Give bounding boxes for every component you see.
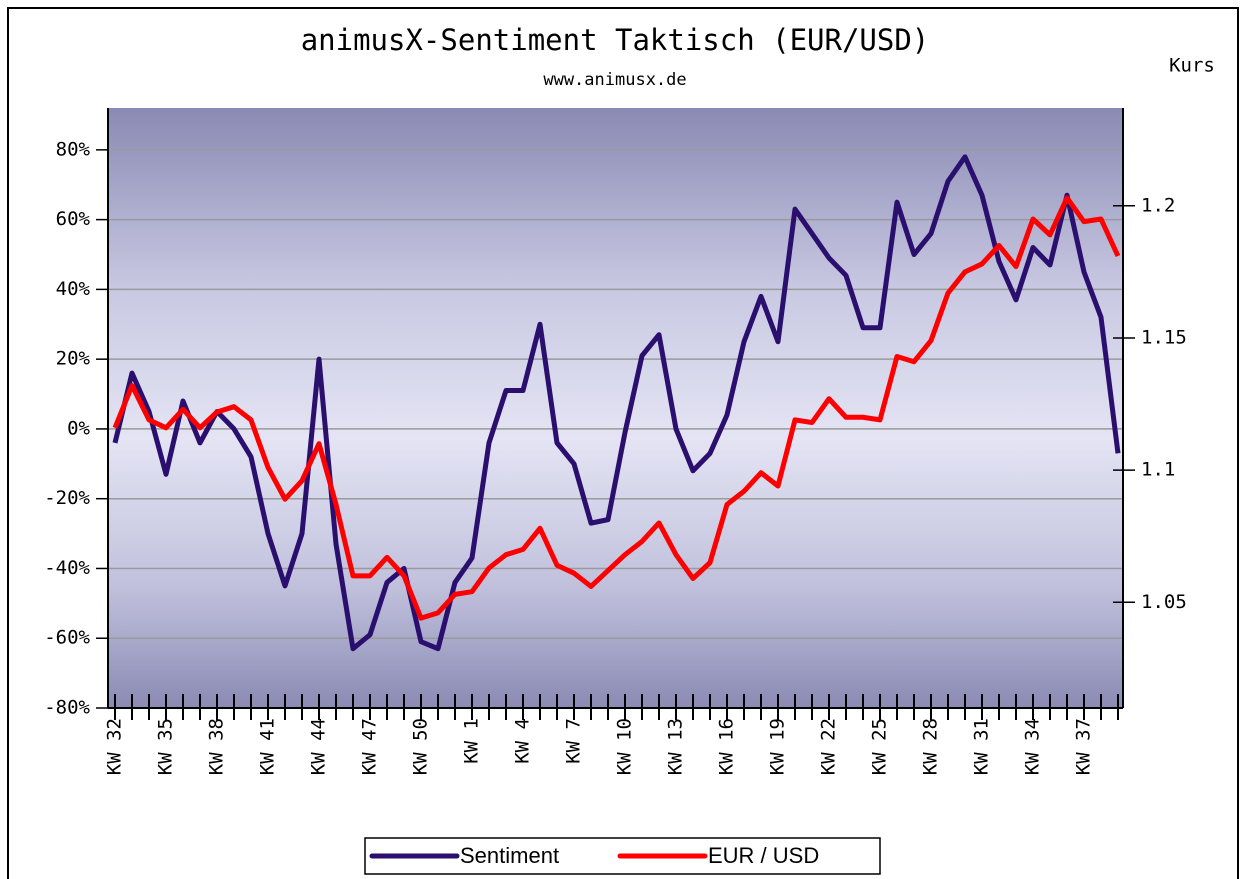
x-tick-label: KW 50 bbox=[410, 718, 432, 775]
x-tick-label: KW 38 bbox=[206, 718, 228, 775]
x-tick-label: KW 35 bbox=[155, 718, 177, 775]
x-tick-label: KW 22 bbox=[818, 718, 840, 775]
series-line bbox=[112, 195, 1121, 621]
y2-tick-label: 1.1 bbox=[1141, 459, 1175, 481]
plot-area bbox=[108, 108, 1123, 708]
x-tick-label: KW 7 bbox=[563, 718, 585, 764]
chart-subtitle: www.animusx.de bbox=[543, 70, 686, 90]
x-tick-label: KW 13 bbox=[665, 718, 687, 775]
chart-title: animusX-Sentiment Taktisch (EUR/USD) bbox=[301, 23, 930, 57]
y2-tick-label: 1.15 bbox=[1141, 326, 1187, 348]
y-tick-label: 0% bbox=[67, 417, 90, 439]
x-tick-label: KW 19 bbox=[767, 718, 789, 775]
y-tick-label: -80% bbox=[44, 697, 90, 719]
x-tick-label: KW 32 bbox=[104, 718, 126, 775]
y-tick-label: 20% bbox=[56, 348, 91, 370]
x-tick-label: KW 34 bbox=[1022, 718, 1044, 775]
y2-tick-label: 1.05 bbox=[1141, 591, 1187, 613]
x-tick-label: KW 37 bbox=[1073, 718, 1095, 775]
x-tick-label: KW 28 bbox=[920, 718, 942, 775]
y2-axis-label: Kurs bbox=[1169, 55, 1215, 77]
legend-label: Sentiment bbox=[460, 843, 559, 868]
x-tick-label: KW 16 bbox=[716, 718, 738, 775]
y2-tick-label: 1.2 bbox=[1141, 194, 1175, 216]
y-tick-label: 80% bbox=[56, 138, 91, 160]
x-tick-label: KW 10 bbox=[614, 718, 636, 775]
x-tick-label: KW 44 bbox=[308, 718, 330, 775]
x-tick-label: KW 4 bbox=[512, 718, 534, 764]
y-tick-label: -20% bbox=[44, 487, 90, 509]
legend-label: EUR / USD bbox=[708, 843, 819, 868]
y-tick-label: 60% bbox=[56, 208, 91, 230]
x-tick-label: KW 31 bbox=[971, 718, 993, 775]
x-tick-label: KW 1 bbox=[461, 718, 483, 764]
y-tick-label: -60% bbox=[44, 627, 90, 649]
x-tick-label: KW 41 bbox=[257, 718, 279, 775]
x-tick-label: KW 25 bbox=[869, 718, 891, 775]
x-tick-label: KW 47 bbox=[359, 718, 381, 775]
y-tick-label: -40% bbox=[44, 557, 90, 579]
series-line bbox=[112, 154, 1121, 652]
y-tick-label: 40% bbox=[56, 278, 91, 300]
